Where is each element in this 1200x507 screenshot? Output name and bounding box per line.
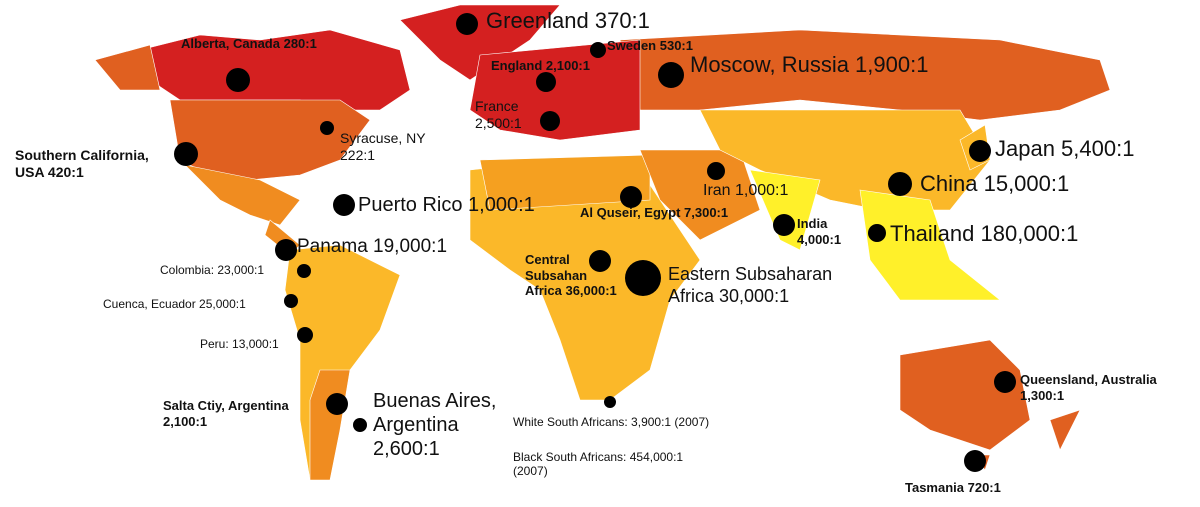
label: Colombia: 23,000:1 [160,263,265,277]
marker [226,68,250,92]
russia [619,29,1111,121]
marker [590,42,606,58]
label: Syracuse, NY 222:1 [340,130,426,163]
marker [320,121,334,135]
label: Black South Africans: 454,000:1 (2007) [513,450,684,479]
marker [284,294,298,308]
mexico [184,164,301,226]
marker [994,371,1016,393]
marker [589,250,611,272]
marker [275,239,297,261]
label: France 2,500:1 [475,98,522,131]
new-zealand [1049,409,1081,451]
label: China 15,000:1 [920,171,1070,196]
marker [658,62,684,88]
marker [326,393,348,415]
label: Panama 19,000:1 [297,236,448,257]
label: India 4,000:1 [797,216,842,247]
marker [773,214,795,236]
southeast-asia [859,189,1001,301]
label: Queensland, Australia 1,300:1 [1020,372,1157,403]
marker [333,194,355,216]
marker [540,111,560,131]
marker [353,418,367,432]
label: Puerto Rico 1,000:1 [358,194,535,216]
australia [899,339,1031,451]
label: Southern California, USA 420:1 [15,147,149,180]
india [749,169,821,251]
label: Japan 5,400:1 [995,136,1135,161]
label: Buenas Aires, Argentina 2,600:1 [373,390,497,460]
marker [969,140,991,162]
marker [888,172,912,196]
canada [139,29,411,111]
label: Cuenca, Ecuador 25,000:1 [103,297,246,311]
label: White South Africans: 3,900:1 (2007) [513,415,710,429]
marker [174,142,198,166]
marker [707,162,725,180]
marker [604,396,616,408]
label: Sweden 530:1 [607,38,693,53]
label: England 2,100:1 [491,58,590,73]
marker [964,450,986,472]
label: Salta Ctiy, Argentina 2,100:1 [163,398,289,429]
label: Greenland 370:1 [486,8,650,33]
label: Central Subsahan Africa 36,000:1 [525,252,617,299]
alaska [94,44,161,91]
marker [625,260,661,296]
label: Peru: 13,000:1 [200,337,279,351]
marker [456,13,478,35]
marker [536,72,556,92]
label: Thailand 180,000:1 [890,221,1079,246]
europe [469,39,641,141]
label: Al Quseir, Egypt 7,300:1 [580,205,729,220]
marker [868,224,886,242]
label: Iran 1,000:1 [703,182,789,199]
label: Alberta, Canada 280:1 [181,36,317,51]
marker [620,186,642,208]
north-africa [479,154,651,211]
label: Eastern Subsaharan Africa 30,000:1 [668,264,833,306]
label: Tasmania 720:1 [905,480,1001,495]
argentina [309,369,351,481]
marker [297,264,311,278]
marker [297,327,313,343]
label: Moscow, Russia 1,900:1 [690,52,929,77]
